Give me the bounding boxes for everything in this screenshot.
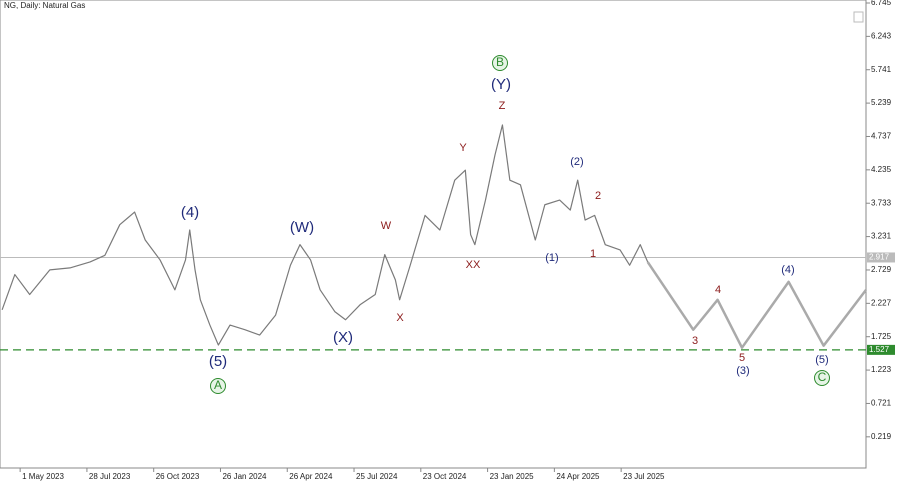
wave-circle (814, 370, 830, 386)
wave-label: (W) (290, 219, 314, 236)
x-tick-label: 25 Jul 2024 (356, 472, 398, 481)
wave-label: (4) (781, 264, 794, 276)
wave-circle (492, 55, 508, 71)
y-tick-label: 5.239 (871, 98, 892, 107)
wave-label: W (381, 220, 392, 232)
wave-label: Y (459, 142, 467, 154)
series-line (1, 124, 649, 346)
wave-label: B (496, 55, 504, 69)
x-tick-label: 24 Apr 2025 (556, 472, 600, 481)
y-tick-label: 1.223 (871, 365, 892, 374)
x-tick-label: 23 Jul 2025 (623, 472, 665, 481)
y-tick-label: 2.729 (871, 265, 892, 274)
wave-label: C (818, 370, 827, 384)
wave-label: XX (466, 259, 481, 271)
x-tick-label: 23 Jan 2025 (490, 472, 535, 481)
y-tick-label: 3.733 (871, 198, 892, 207)
x-tick-label: 23 Oct 2024 (423, 472, 467, 481)
wave-label: (X) (333, 329, 353, 346)
wave-label: 1 (590, 248, 596, 260)
wave-label: (Y) (491, 76, 511, 93)
y-tick-label: 2.227 (871, 298, 892, 307)
y-tick-label: 0.219 (871, 432, 892, 441)
series-line (646, 261, 867, 349)
wave-label: (1) (545, 252, 558, 264)
y-tick-label: 1.725 (871, 332, 892, 341)
wave-label: X (396, 312, 404, 324)
x-tick-label: 26 Oct 2023 (156, 472, 200, 481)
y-tick-label: 4.737 (871, 132, 892, 141)
x-tick-label: 26 Apr 2024 (289, 472, 333, 481)
wave-label: (4) (181, 204, 199, 221)
wave-label: (5) (209, 353, 227, 370)
y-tick-label: 0.721 (871, 399, 892, 408)
y-tick-label: 5.741 (871, 65, 892, 74)
x-tick-label: 28 Jul 2023 (89, 472, 131, 481)
wave-label: 5 (739, 352, 745, 364)
wave-label: A (214, 378, 222, 392)
wave-label: 3 (692, 335, 698, 347)
wave-label: (2) (570, 156, 583, 168)
info-icon[interactable] (853, 11, 864, 23)
current-price-label: 2.917 (869, 253, 890, 262)
y-tick-label: 3.231 (871, 232, 892, 241)
wave-label: Z (499, 100, 506, 112)
wave-circle (210, 378, 226, 394)
y-tick-label: 6.243 (871, 31, 892, 40)
y-tick-label: 6.745 (871, 0, 892, 7)
plot-frame (0, 0, 867, 469)
support-box (867, 344, 895, 355)
wave-label: 4 (715, 284, 721, 296)
wave-label: (3) (736, 365, 749, 377)
wave-label: 2 (595, 190, 601, 202)
current-price-box (867, 252, 895, 263)
x-tick-label: 26 Jan 2024 (222, 472, 267, 481)
support-label: 1.527 (869, 345, 890, 354)
wave-label: (5) (815, 354, 828, 366)
y-tick-label: 4.235 (871, 165, 892, 174)
x-tick-label: 1 May 2023 (22, 472, 64, 481)
chart-title: NG, Daily: Natural Gas (4, 1, 85, 10)
